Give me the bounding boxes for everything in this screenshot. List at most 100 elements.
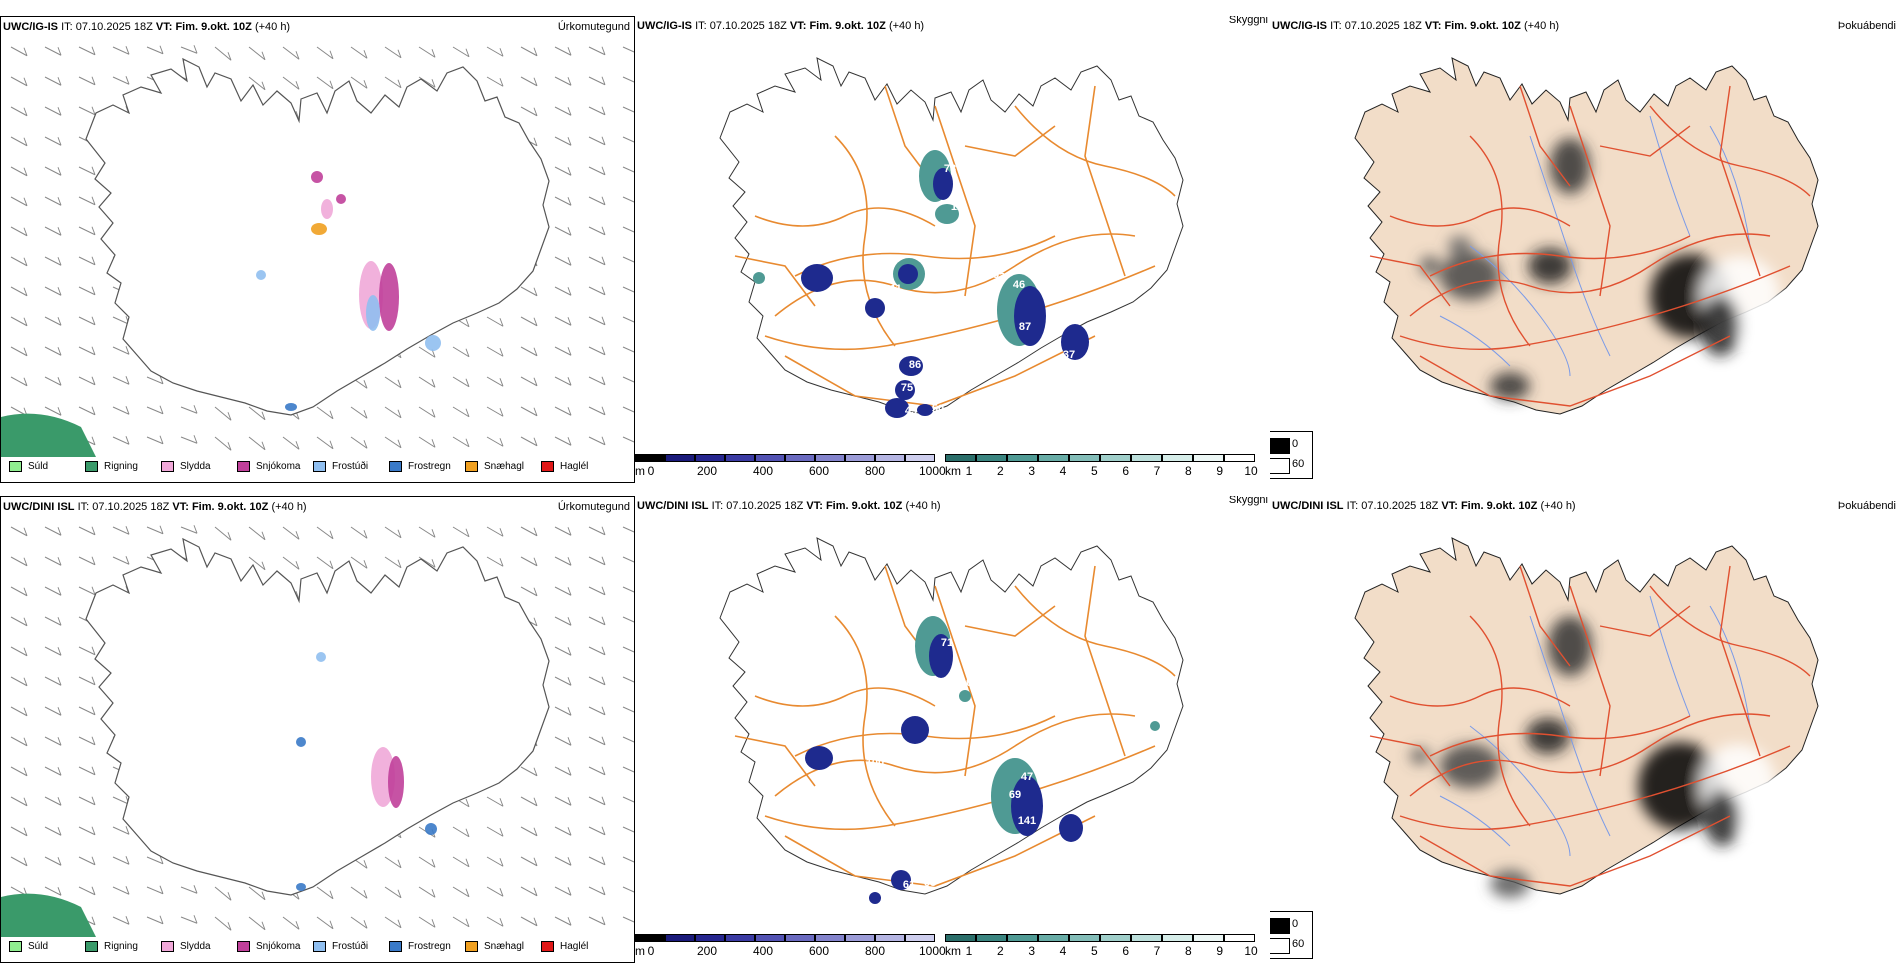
vis-panel-title: Skyggni bbox=[1228, 16, 1268, 26]
colorbar-tick: 600 bbox=[808, 944, 830, 958]
colorbar-tick: 2 bbox=[996, 944, 1004, 958]
low-visibility-area bbox=[891, 870, 911, 890]
river bbox=[1439, 795, 1511, 847]
colorbar-segment bbox=[875, 454, 905, 462]
road bbox=[1409, 713, 1771, 797]
precip-area bbox=[296, 737, 306, 747]
low-visibility-area bbox=[1150, 721, 1160, 731]
vt-value: Fim. 9.okt. 10Z bbox=[1460, 500, 1538, 512]
model-name: UWC/DINI ISL bbox=[3, 501, 75, 513]
legend-item-súld: Súld bbox=[9, 941, 48, 952]
legend-item-snæhagl: Snæhagl bbox=[465, 461, 524, 472]
colorbar-segment bbox=[1162, 454, 1193, 462]
colorbar-segment bbox=[1038, 934, 1069, 942]
visibility-value: 100 bbox=[953, 677, 973, 689]
river bbox=[1649, 595, 1691, 717]
road bbox=[1389, 687, 1571, 707]
legend-label: Haglél bbox=[560, 941, 589, 952]
legend-swatch bbox=[313, 461, 326, 472]
it-value: 07.10.2025 18Z bbox=[1361, 500, 1439, 512]
precip-area bbox=[366, 295, 380, 331]
precip-area bbox=[321, 199, 333, 219]
precip-area bbox=[425, 823, 437, 835]
visibility-value: 45 bbox=[904, 405, 918, 417]
precip-area bbox=[316, 652, 326, 662]
visibility-value: 71 bbox=[940, 637, 954, 649]
low-visibility-area bbox=[895, 380, 915, 400]
road bbox=[1599, 125, 1691, 157]
fog-area bbox=[1704, 790, 1740, 846]
lead-time: (+40 h) bbox=[1540, 500, 1576, 512]
road bbox=[964, 605, 1056, 637]
colorbar-segment bbox=[635, 934, 665, 942]
fog-area bbox=[1526, 718, 1570, 754]
fog-area bbox=[1548, 616, 1592, 676]
sea-rain-area bbox=[1, 413, 96, 457]
precip-legend: Súld Rigning Slydda Snjókoma Frostúði Frostre… bbox=[9, 461, 629, 477]
colorbar-segment bbox=[845, 454, 875, 462]
river-network bbox=[1439, 115, 1751, 377]
colorbar-tick: 200 bbox=[696, 464, 718, 478]
colorbar-unit: m bbox=[635, 464, 645, 478]
river bbox=[1529, 135, 1611, 357]
vt-value: Fim. 9.okt. 10Z bbox=[1444, 20, 1521, 32]
road bbox=[784, 815, 1096, 887]
colorbar-segment bbox=[976, 454, 1007, 462]
fog-legend-value: 60 bbox=[1292, 938, 1305, 950]
visibility-map bbox=[719, 57, 1184, 418]
colorbar-segment bbox=[755, 454, 785, 462]
visibility-value: 55 bbox=[992, 269, 1006, 281]
legend-item-frostúði: Frostúði bbox=[313, 461, 368, 472]
precip-area bbox=[256, 270, 266, 280]
legend-swatch bbox=[9, 941, 22, 952]
cloud-base-colorbar: m 0 200 400 600 800 1000 bbox=[635, 934, 946, 962]
colorbar-tick: 1000 bbox=[919, 944, 946, 958]
legend-label: Haglél bbox=[560, 461, 589, 472]
fog-areas bbox=[1410, 616, 1776, 898]
precip-area bbox=[425, 335, 441, 351]
legend-label: Frostúði bbox=[332, 941, 369, 952]
it-value: 07.10.2025 18Z bbox=[709, 20, 787, 32]
colorbar-tick: 4 bbox=[1059, 464, 1067, 478]
colorbar-tick: 400 bbox=[752, 944, 774, 958]
low-visibility-area bbox=[885, 398, 909, 418]
vt-value: Fim. 9.okt. 10Z bbox=[809, 20, 886, 32]
colorbar-tick: 0 bbox=[647, 464, 655, 478]
legend-swatch bbox=[389, 941, 402, 952]
precip-area bbox=[296, 883, 306, 891]
precip-panel-title: Úrkomutegund bbox=[557, 501, 630, 513]
legend-swatch bbox=[541, 461, 554, 472]
lead-time: (+40 h) bbox=[254, 21, 291, 33]
colorbar-segment bbox=[1193, 934, 1224, 942]
model-name: UWC/DINI ISL bbox=[1272, 500, 1344, 512]
vt-label: VT: bbox=[806, 500, 823, 512]
precip-area bbox=[311, 223, 327, 235]
road bbox=[964, 125, 1056, 157]
road bbox=[1014, 105, 1176, 197]
precip-header: UWC/IG-IS IT: 07.10.2025 18Z VT: Fim. 9.… bbox=[3, 21, 290, 33]
low-visibility-area bbox=[753, 272, 765, 284]
it-label: IT: bbox=[711, 500, 724, 512]
fog-area bbox=[1448, 236, 1472, 256]
road bbox=[1719, 565, 1761, 757]
legend-label: Slydda bbox=[180, 941, 211, 952]
low-visibility-area bbox=[869, 892, 881, 904]
it-value: 07.10.2025 18Z bbox=[92, 501, 170, 513]
colorbar-tick: 1 bbox=[965, 944, 973, 958]
legend-label: Slydda bbox=[180, 461, 211, 472]
colorbar-segment bbox=[1007, 454, 1038, 462]
visibility-value: 61 bbox=[902, 879, 916, 891]
low-visibility-area bbox=[933, 168, 953, 200]
low-visibility-area bbox=[1014, 286, 1046, 346]
legend-item-súld: Súld bbox=[9, 461, 48, 472]
vis-header: UWC/DINI ISL IT: 07.10.2025 18Z VT: Fim.… bbox=[637, 500, 941, 512]
road bbox=[1469, 615, 1531, 827]
model-name: UWC/IG-IS bbox=[1272, 20, 1327, 32]
legend-swatch bbox=[313, 941, 326, 952]
legend-label: Súld bbox=[28, 461, 49, 472]
model-name: UWC/IG-IS bbox=[3, 21, 58, 33]
it-label: IT: bbox=[1346, 500, 1359, 512]
road bbox=[1399, 745, 1791, 831]
low-visibility-area bbox=[1059, 814, 1083, 842]
river bbox=[1469, 725, 1571, 857]
